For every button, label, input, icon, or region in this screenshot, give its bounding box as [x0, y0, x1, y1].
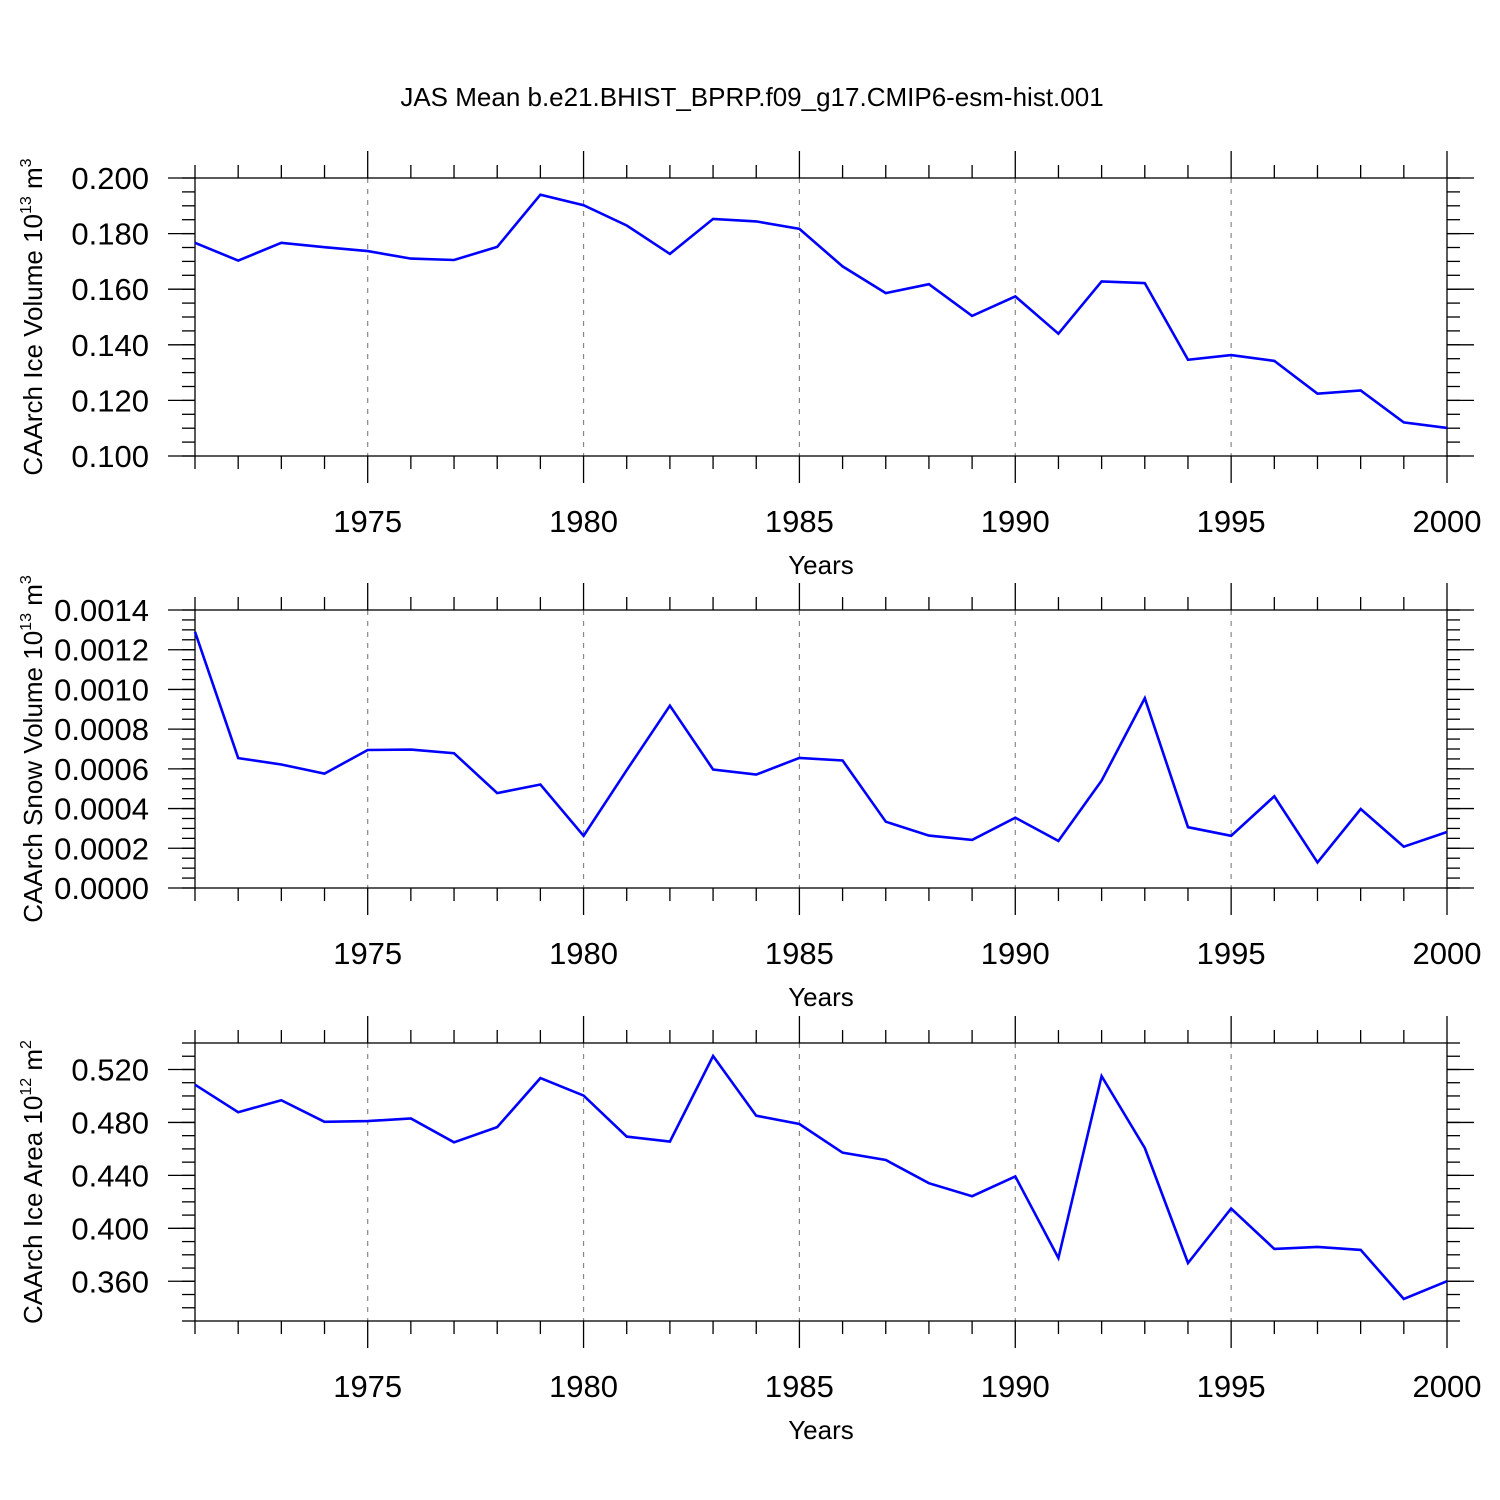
y-label-unit: m: [18, 584, 48, 613]
x-tick-label: 1980: [549, 1369, 618, 1404]
y-tick-label: 0.160: [71, 272, 149, 307]
y-tick-label: 0.0004: [54, 792, 149, 827]
y-tick-label: 0.440: [71, 1158, 149, 1193]
y-tick-label: 0.400: [71, 1211, 149, 1246]
y-label-unit-exponent: 2: [18, 1040, 35, 1049]
x-tick-label: 2000: [1413, 936, 1482, 971]
series-line: [193, 631, 1448, 865]
y-tick-label: 0.200: [71, 161, 149, 196]
panel-1: 0.100 0.120 0.140 0.160 0.180 0.200 1975 1980 19…: [18, 151, 1481, 580]
y-tick-label: 0.360: [71, 1264, 149, 1299]
x-tick-label: 1980: [549, 504, 618, 539]
y-label-exponent: 12: [18, 1078, 35, 1096]
plot-frame: [194, 1042, 1448, 1322]
x-tick-label: 2000: [1413, 1369, 1482, 1404]
x-axis-label: Years: [788, 1415, 854, 1445]
y-tick-label: 0.120: [71, 383, 149, 418]
x-axis-label: Years: [788, 550, 854, 580]
x-tick-label: 1995: [1197, 936, 1266, 971]
x-tick-label: 1975: [333, 936, 402, 971]
y-label-text: CAArch Ice Area 10: [18, 1096, 48, 1324]
x-tick-label: 1980: [549, 936, 618, 971]
y-tick-label: 0.0006: [54, 752, 149, 787]
x-tick-label: 1985: [765, 936, 834, 971]
y-axis-label: CAArch Ice Volume 1013 m3: [18, 158, 48, 475]
y-tick-label: 0.100: [71, 439, 149, 474]
x-tick-label: 1985: [765, 1369, 834, 1404]
y-label-unit-exponent: 3: [18, 575, 35, 584]
x-tick-label: 1990: [981, 936, 1050, 971]
series-line: [194, 193, 1448, 430]
y-tick-label: 0.520: [71, 1052, 149, 1087]
series-line: [194, 1053, 1448, 1301]
y-tick-label: 0.0012: [54, 633, 149, 668]
y-label-text: CAArch Ice Volume 10: [18, 214, 48, 476]
figure-title: JAS Mean b.e21.BHIST_BPRP.f09_g17.CMIP6-…: [400, 82, 1103, 112]
x-tick-label: 1990: [981, 504, 1050, 539]
y-tick-label: 0.0000: [54, 871, 149, 906]
y-axis-label: CAArch Ice Area 1012 m2: [18, 1040, 48, 1324]
x-tick-label: 2000: [1413, 504, 1482, 539]
y-axis-label: CAArch Snow Volume 1013 m3: [18, 575, 48, 923]
x-axis-label: Years: [788, 982, 854, 1012]
panel-3: 0.360 0.400 0.440 0.480 0.520 1975 1980 1985 199…: [18, 1016, 1481, 1445]
x-tick-label: 1985: [765, 504, 834, 539]
x-tick-label: 1990: [981, 1369, 1050, 1404]
y-tick-label: 0.180: [71, 217, 149, 252]
y-tick-label: 0.0014: [54, 593, 149, 628]
x-tick-label: 1995: [1197, 504, 1266, 539]
x-tick-label: 1975: [333, 504, 402, 539]
y-label-unit: m: [18, 167, 48, 196]
panels: 0.100 0.120 0.140 0.160 0.180 0.200 1975 1980 19…: [18, 151, 1481, 1445]
y-tick-label: 0.0010: [54, 672, 149, 707]
y-label-text: CAArch Snow Volume 10: [18, 631, 48, 923]
y-label-exponent: 13: [18, 613, 35, 631]
panel-2: 0.0000 0.0002 0.0004 0.0006 0.0008 0.0010 0.00…: [18, 575, 1481, 1012]
y-label-exponent: 13: [18, 196, 35, 214]
y-label-unit-exponent: 3: [18, 158, 35, 167]
y-label-unit: m: [18, 1049, 48, 1078]
x-tick-label: 1975: [333, 1369, 402, 1404]
plot-frame: [194, 177, 1448, 457]
y-tick-label: 0.480: [71, 1105, 149, 1140]
y-tick-label: 0.0008: [54, 712, 149, 747]
y-tick-label: 0.140: [71, 328, 149, 363]
y-tick-label: 0.0002: [54, 831, 149, 866]
x-tick-label: 1995: [1197, 1369, 1266, 1404]
